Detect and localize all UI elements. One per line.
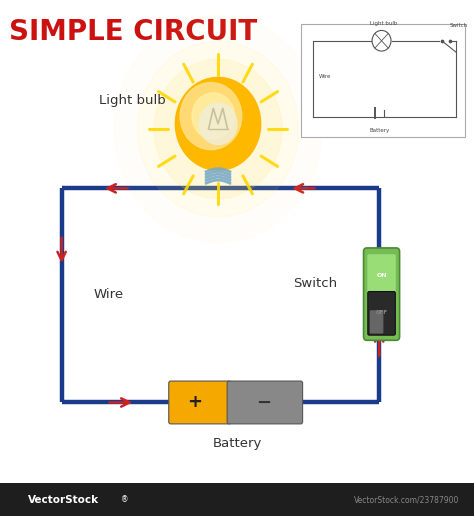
Text: Switch: Switch xyxy=(449,23,467,28)
Text: SIMPLE CIRCUIT: SIMPLE CIRCUIT xyxy=(9,18,257,46)
Text: Wire: Wire xyxy=(94,287,124,301)
Text: Battery: Battery xyxy=(212,438,262,450)
Circle shape xyxy=(180,83,242,150)
FancyBboxPatch shape xyxy=(169,381,231,424)
Circle shape xyxy=(137,41,299,217)
Circle shape xyxy=(372,30,391,51)
Circle shape xyxy=(192,93,235,139)
Circle shape xyxy=(175,77,261,170)
FancyBboxPatch shape xyxy=(370,310,383,334)
Bar xyxy=(0,483,474,516)
Text: VectorStock: VectorStock xyxy=(28,495,100,505)
Text: Light bulb: Light bulb xyxy=(100,94,166,107)
Text: Wire: Wire xyxy=(319,74,331,79)
Text: −: − xyxy=(256,394,271,411)
Text: Battery: Battery xyxy=(370,128,390,134)
Text: Light bulb: Light bulb xyxy=(370,21,398,26)
FancyBboxPatch shape xyxy=(364,248,400,341)
Text: ON: ON xyxy=(376,273,387,278)
FancyBboxPatch shape xyxy=(301,24,465,137)
Text: VectorStock.com/23787900: VectorStock.com/23787900 xyxy=(355,495,460,504)
Text: Switch: Switch xyxy=(293,277,337,291)
Text: +: + xyxy=(187,394,202,411)
FancyBboxPatch shape xyxy=(227,381,302,424)
Text: OFF: OFF xyxy=(375,310,388,315)
FancyBboxPatch shape xyxy=(368,292,395,335)
Text: ®: ® xyxy=(121,495,128,504)
Circle shape xyxy=(154,59,282,199)
FancyBboxPatch shape xyxy=(367,254,396,293)
Circle shape xyxy=(199,103,237,144)
